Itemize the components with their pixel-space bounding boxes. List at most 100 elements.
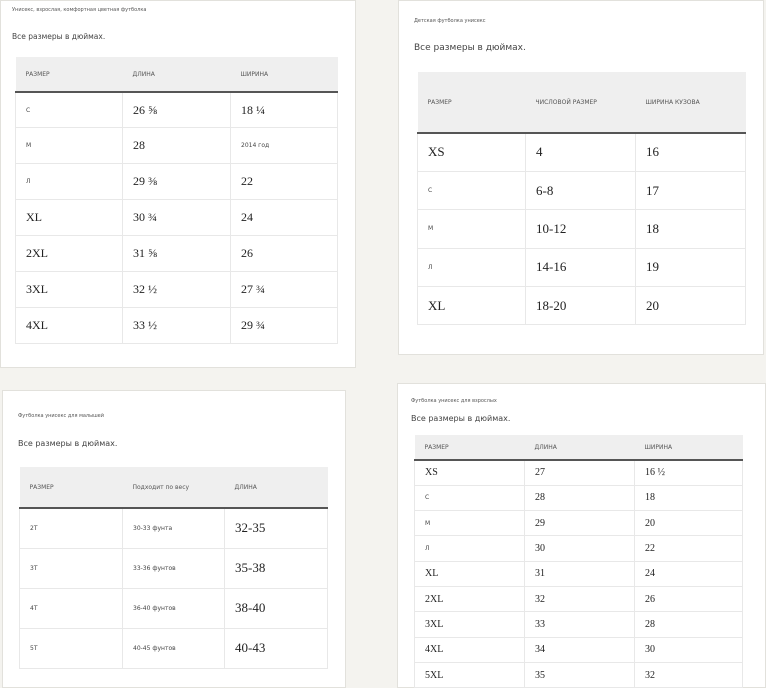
size-row: М 10-12 18 bbox=[417, 209, 746, 249]
size-row: 2XL 32 26 bbox=[414, 585, 743, 613]
size-cell: 20 bbox=[635, 286, 746, 326]
size-cell: 2014 год bbox=[230, 127, 338, 165]
size-row: XL 18-20 20 bbox=[417, 286, 746, 326]
size-cell: С bbox=[414, 484, 525, 512]
size-cell: 29 bbox=[524, 510, 635, 537]
size-cell: 38-40 bbox=[224, 587, 328, 629]
column-header: ШИРИНА bbox=[634, 435, 743, 461]
size-row: 3XL 32 ½ 27 ¾ bbox=[15, 270, 338, 308]
size-cell: М bbox=[15, 127, 123, 165]
size-cell: 26 ⅝ bbox=[122, 91, 231, 129]
size-table: РАЗМЕР Подходит по весу ДЛИНА 2T 30-33 фунта… bbox=[19, 467, 328, 669]
size-row: 2T 30-33 фунта 32-35 bbox=[19, 507, 328, 549]
size-cell: 31 ⅝ bbox=[122, 235, 231, 272]
size-row: 5T 40-45 фунтов 40-43 bbox=[19, 627, 328, 669]
size-cell: 30 ¾ bbox=[122, 199, 231, 237]
size-cell: XL bbox=[414, 560, 525, 587]
size-cell: 22 bbox=[634, 535, 743, 562]
header-row: РАЗМЕР ДЛИНА ШИРИНА bbox=[414, 435, 743, 461]
size-cell: С bbox=[417, 170, 526, 211]
size-cell: 30 bbox=[524, 535, 635, 562]
size-cell: 18-20 bbox=[525, 286, 636, 326]
size-cell: 33 bbox=[524, 611, 635, 638]
size-cell: 16 bbox=[635, 132, 746, 172]
size-cell: 35-38 bbox=[224, 547, 328, 589]
size-cell: 29 ⅜ bbox=[122, 163, 231, 201]
size-cell: XL bbox=[417, 286, 526, 326]
size-cell: 6-8 bbox=[525, 170, 636, 211]
size-cell: 33-36 фунтов bbox=[122, 547, 225, 589]
size-cell: 4XL bbox=[15, 306, 123, 344]
units-note: Все размеры в дюймах. bbox=[12, 32, 106, 41]
size-table: РАЗМЕР ДЛИНА ШИРИНА XS 27 16 ½ С 28 18 М 29 20 Л 30 22… bbox=[414, 435, 743, 688]
column-header: РАЗМЕР bbox=[15, 57, 123, 93]
size-row: 4T 36-40 фунтов 38-40 bbox=[19, 587, 328, 629]
size-cell: 36-40 фунтов bbox=[122, 587, 225, 629]
size-cell: 19 bbox=[635, 247, 746, 288]
size-cell: 30 bbox=[634, 636, 743, 663]
size-table: РАЗМЕР ЧИСЛОВОЙ РАЗМЕР ШИРИНА КУЗОВА XS 4 16 С… bbox=[417, 72, 746, 326]
column-header: ДЛИНА bbox=[524, 435, 635, 461]
size-cell: 18 bbox=[634, 484, 743, 512]
size-cell: Л bbox=[15, 163, 123, 201]
size-row: 5XL 35 32 bbox=[414, 661, 743, 688]
size-cell: 17 bbox=[635, 170, 746, 211]
size-cell: 2XL bbox=[15, 235, 123, 272]
size-row: 3T 33-36 фунтов 35-38 bbox=[19, 547, 328, 589]
column-header: ШИРИНА bbox=[230, 57, 338, 93]
size-cell: М bbox=[414, 510, 525, 537]
size-row: 2XL 31 ⅝ 26 bbox=[15, 235, 338, 272]
column-header: ЧИСЛОВОЙ РАЗМЕР bbox=[525, 72, 636, 134]
size-cell: 4T bbox=[19, 587, 123, 629]
size-cell: 28 bbox=[634, 611, 743, 638]
size-cell: 40-45 фунтов bbox=[122, 627, 225, 669]
column-header: РАЗМЕР bbox=[19, 467, 123, 509]
size-cell: 26 bbox=[230, 235, 338, 272]
size-cell: 27 bbox=[524, 459, 635, 486]
size-cell: XS bbox=[417, 132, 526, 172]
size-cell: XL bbox=[15, 199, 123, 237]
size-cell: 30-33 фунта bbox=[122, 507, 225, 549]
column-header: ДЛИНА bbox=[122, 57, 231, 93]
size-cell: М bbox=[417, 209, 526, 249]
size-row: XS 27 16 ½ bbox=[414, 459, 743, 486]
size-cell: Л bbox=[414, 535, 525, 562]
units-note: Все размеры в дюймах. bbox=[414, 43, 526, 53]
size-cell: 28 bbox=[524, 484, 635, 512]
size-cell: 32 ½ bbox=[122, 270, 231, 308]
size-cell: 27 ¾ bbox=[230, 270, 338, 308]
size-cell: 32 bbox=[634, 661, 743, 688]
size-cell: 26 bbox=[634, 585, 743, 613]
size-cell: 3XL bbox=[414, 611, 525, 638]
header-row: РАЗМЕР ДЛИНА ШИРИНА bbox=[15, 57, 338, 93]
size-row: 3XL 33 28 bbox=[414, 611, 743, 638]
size-row: 4XL 34 30 bbox=[414, 636, 743, 663]
size-table: РАЗМЕР ДЛИНА ШИРИНА С 26 ⅝ 18 ¼ М 28 2014 год Л 29… bbox=[15, 57, 338, 344]
size-cell: 3XL bbox=[15, 270, 123, 308]
size-cell: 20 bbox=[634, 510, 743, 537]
column-header: РАЗМЕР bbox=[417, 72, 526, 134]
size-row: XL 30 ¾ 24 bbox=[15, 199, 338, 237]
size-cell: 18 ¼ bbox=[230, 91, 338, 129]
size-cell: 24 bbox=[230, 199, 338, 237]
card-title: Футболка унисекс для малышей bbox=[18, 413, 104, 419]
size-cell: Л bbox=[417, 247, 526, 288]
size-row: Л 30 22 bbox=[414, 535, 743, 562]
header-row: РАЗМЕР Подходит по весу ДЛИНА bbox=[19, 467, 328, 509]
size-cell: 33 ½ bbox=[122, 306, 231, 344]
column-header: ДЛИНА bbox=[224, 467, 328, 509]
size-cell: 5XL bbox=[414, 661, 525, 688]
column-header: ШИРИНА КУЗОВА bbox=[635, 72, 746, 134]
size-cell: 40-43 bbox=[224, 627, 328, 669]
size-row: XS 4 16 bbox=[417, 132, 746, 172]
size-row: Л 29 ⅜ 22 bbox=[15, 163, 338, 201]
size-cell: 4 bbox=[525, 132, 636, 172]
column-header: Подходит по весу bbox=[122, 467, 225, 509]
size-row: С 28 18 bbox=[414, 484, 743, 512]
size-cell: 2T bbox=[19, 507, 123, 549]
size-cell: 3T bbox=[19, 547, 123, 589]
size-cell: 16 ½ bbox=[634, 459, 743, 486]
size-row: 4XL 33 ½ 29 ¾ bbox=[15, 306, 338, 344]
